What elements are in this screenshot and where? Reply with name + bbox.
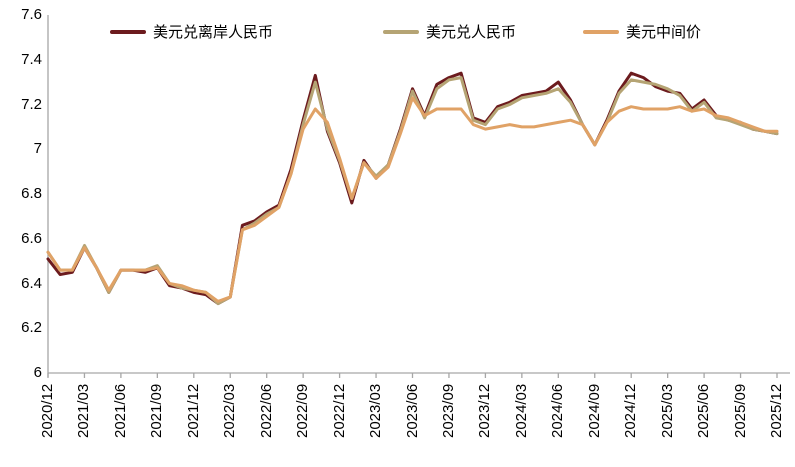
legend-label-usd-fixing: 美元中间价	[626, 24, 702, 41]
y-tick-label-6.4: 6.4	[21, 274, 42, 292]
usd-cny-line-swatch-icon	[383, 29, 419, 34]
series-line-usd-cnh	[46, 71, 779, 306]
y-tick-label-7.4: 7.4	[21, 50, 42, 68]
chart-legend: 美元兑离岸人民币 美元兑人民币 美元中间价	[0, 0, 795, 46]
legend-item-usd-fixing: 美元中间价	[583, 21, 701, 42]
legend-label-usd-cny: 美元兑人民币	[426, 24, 517, 41]
legend-item-usd-cnh: 美元兑离岸人民币	[110, 21, 273, 42]
series-line-usd-fixing	[46, 96, 779, 303]
y-tick-label-7.2: 7.2	[21, 95, 42, 113]
usd-cnh-line-swatch-icon	[110, 29, 146, 34]
legend-label-usd-cnh: 美元兑离岸人民币	[153, 24, 274, 41]
y-tick-label-6: 6	[33, 364, 42, 381]
y-tick-label-7.6: 7.6	[21, 6, 42, 23]
y-tick-label-7: 7	[33, 140, 42, 158]
legend-item-usd-cny: 美元兑人民币	[383, 21, 516, 42]
y-tick-label-6.8: 6.8	[21, 185, 42, 202]
usd-fixing-line-swatch-icon	[583, 29, 619, 34]
y-tick-label-6.2: 6.2	[21, 319, 42, 337]
y-tick-label-6.6: 6.6	[21, 229, 42, 247]
